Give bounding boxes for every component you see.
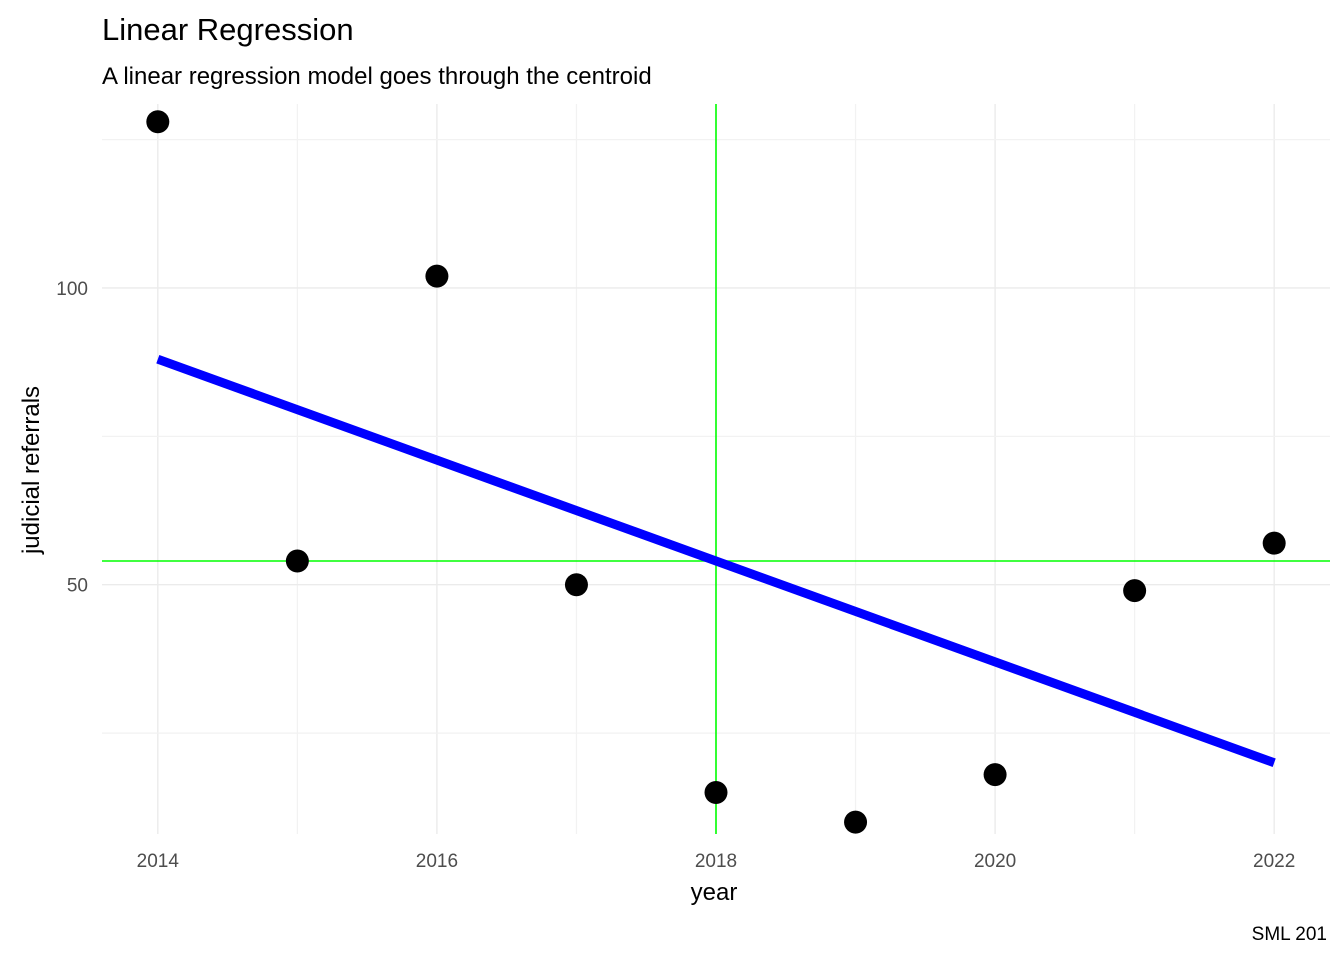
x-tick-label: 2018 xyxy=(695,851,737,872)
x-axis-title: year xyxy=(691,879,738,906)
chart-caption: SML 201 xyxy=(1252,924,1327,945)
data-point xyxy=(285,549,309,573)
y-tick-label: 50 xyxy=(67,576,88,597)
x-tick-label: 2022 xyxy=(1253,851,1295,872)
chart-subtitle: A linear regression model goes through t… xyxy=(102,63,652,90)
data-point xyxy=(704,780,728,804)
regression-line-group xyxy=(156,354,1276,768)
data-point xyxy=(146,110,170,134)
centroid-reference-lines xyxy=(102,104,1330,834)
x-axis-ticks: 2014 2016 2018 2020 2022 xyxy=(137,851,1296,872)
data-point xyxy=(564,573,588,597)
y-tick-label: 100 xyxy=(56,279,88,300)
regression-line xyxy=(156,354,1276,768)
data-point xyxy=(844,810,868,834)
x-tick-label: 2014 xyxy=(137,851,180,872)
data-point xyxy=(983,763,1007,787)
y-axis-title: judicial referrals xyxy=(18,386,45,555)
data-points xyxy=(146,110,1286,834)
chart-title: Linear Regression xyxy=(102,12,354,47)
data-point xyxy=(1262,531,1286,555)
y-axis-ticks: 50 100 xyxy=(56,279,88,597)
data-point xyxy=(425,264,449,288)
x-tick-label: 2020 xyxy=(974,851,1016,872)
x-tick-label: 2016 xyxy=(416,851,458,872)
data-point xyxy=(1123,579,1147,603)
